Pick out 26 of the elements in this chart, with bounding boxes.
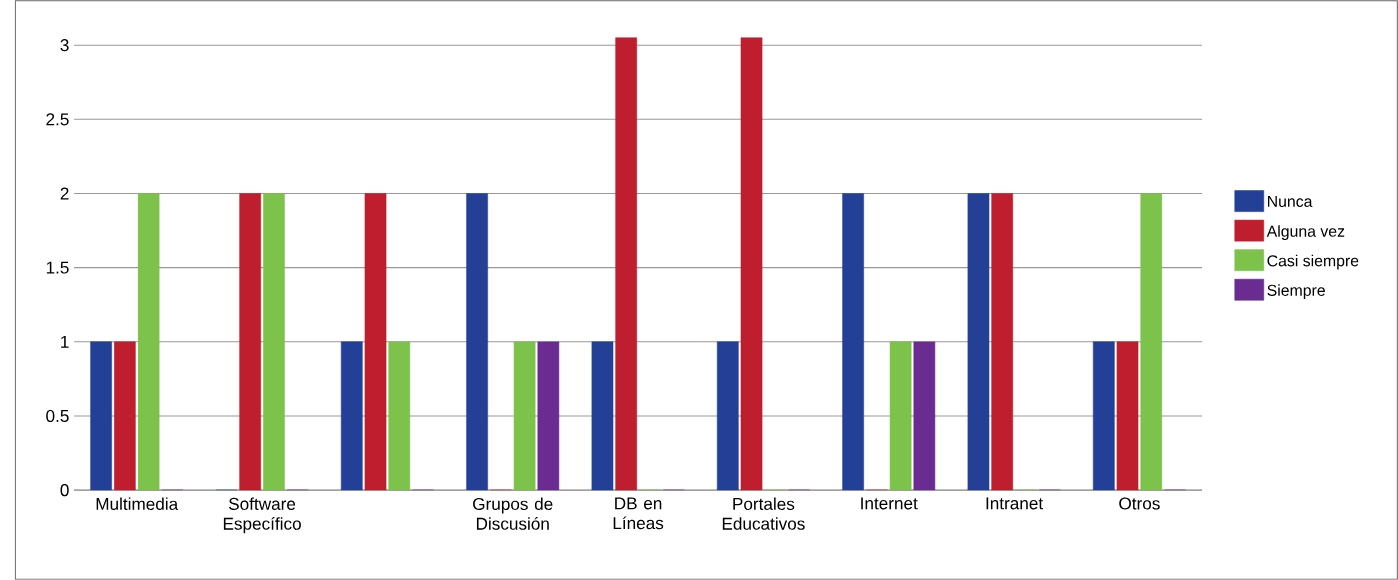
bar bbox=[364, 193, 387, 491]
bar bbox=[1116, 341, 1139, 491]
x-tick-label: DB en Líneas bbox=[613, 497, 664, 530]
x-tick-label: Grupos de Discusión bbox=[473, 497, 553, 530]
y-tick-label: 2 bbox=[60, 187, 69, 200]
y-tick-label: 0 bbox=[60, 484, 69, 497]
bar bbox=[239, 193, 261, 491]
x-tick-label: Software Específico bbox=[223, 497, 301, 534]
x-tick-label: Internet bbox=[861, 497, 918, 510]
legend-label: Nunca bbox=[1267, 196, 1313, 208]
y-tick-label: 3 bbox=[60, 39, 69, 52]
y-tick-label: 1.5 bbox=[46, 261, 69, 274]
y-tick-label: 2.5 bbox=[46, 113, 69, 126]
bar bbox=[740, 37, 763, 491]
legend-label: Casi siempre bbox=[1267, 254, 1359, 270]
y-tick-label: 1 bbox=[61, 335, 69, 348]
legend-label: Alguna vez bbox=[1266, 225, 1345, 241]
bar bbox=[114, 341, 136, 491]
x-tick-label: Intranet bbox=[986, 497, 1044, 510]
y-tick-label: 0.5 bbox=[46, 409, 69, 423]
bar bbox=[615, 37, 638, 491]
x-tick-label: Portales Educativos bbox=[722, 497, 805, 530]
legend-label: Siempre bbox=[1267, 284, 1325, 300]
x-tick-label: Multimedia bbox=[96, 497, 179, 511]
x-tick-label: Otros bbox=[1119, 497, 1160, 510]
bar bbox=[991, 193, 1014, 491]
